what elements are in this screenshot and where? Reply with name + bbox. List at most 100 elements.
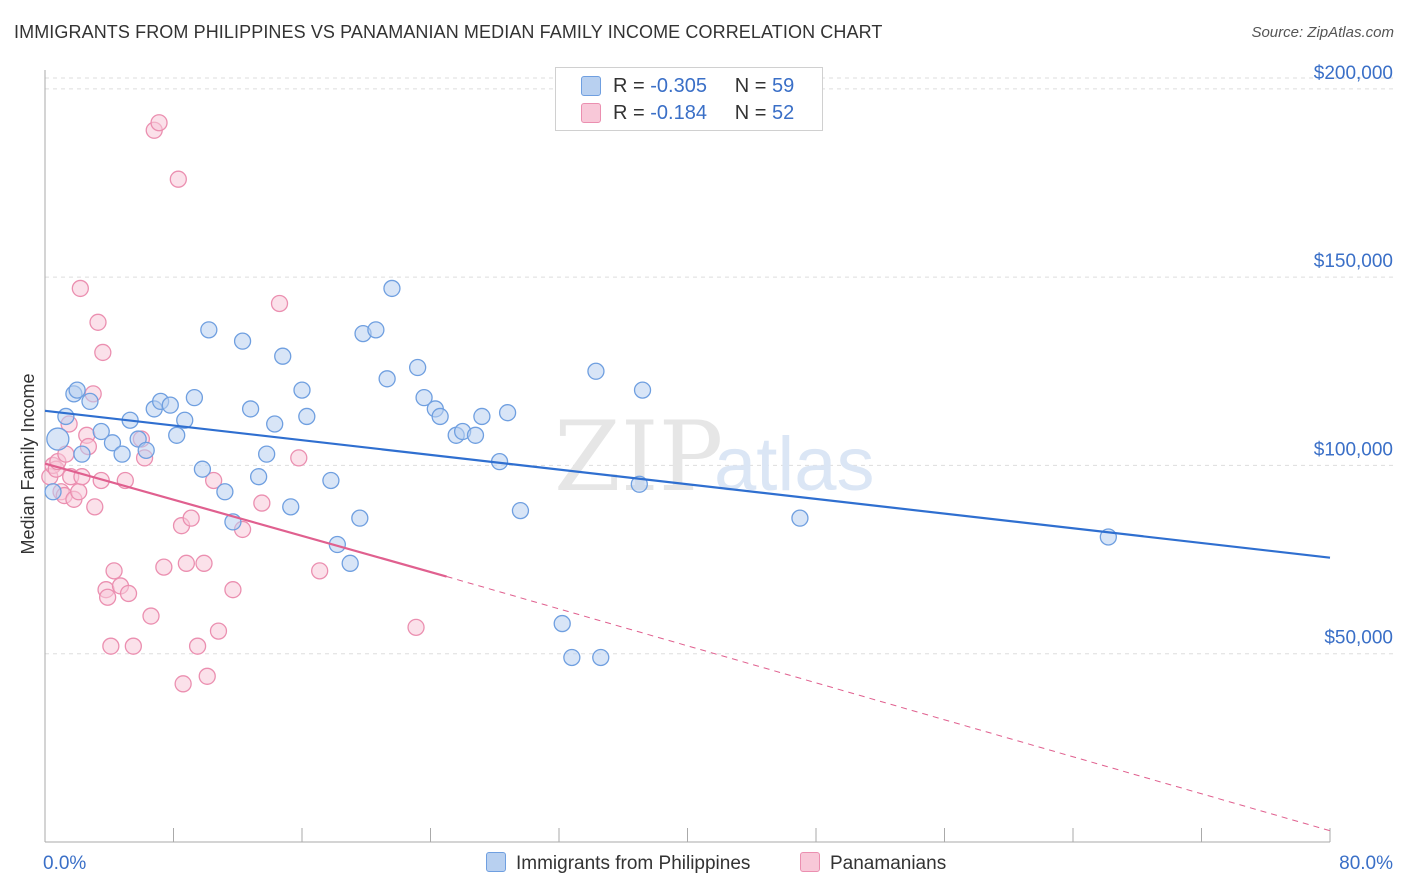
philippines-point [161, 396, 179, 414]
philippines-point [44, 483, 62, 501]
philippines-point [274, 347, 292, 365]
philippines-trend-line [44, 409, 1331, 559]
legend-label-philippines: Immigrants from Philippines [516, 853, 751, 874]
philippines-point [466, 426, 485, 444]
philippines-point [193, 460, 212, 478]
philippines-point [498, 404, 517, 422]
philippines-point [282, 498, 300, 516]
philippines-point [185, 388, 204, 407]
panamanian-trend-line [44, 462, 447, 578]
panamanian-point [169, 170, 187, 188]
x-tick-label: 0.0% [43, 853, 86, 874]
panamanian-point [73, 468, 91, 486]
panamanian-point [155, 558, 173, 576]
philippines-point [73, 445, 91, 463]
philippines-point [563, 648, 581, 667]
r-value: -0.305 [650, 75, 707, 97]
y-tick-label: $100,000 [1314, 439, 1393, 460]
watermark-zip: ZIP [554, 401, 723, 513]
philippines-point [431, 407, 449, 426]
n-label: N = [734, 75, 767, 97]
panamanian-point [270, 294, 289, 313]
philippines-point [293, 381, 311, 399]
philippines-point [266, 415, 284, 433]
r-value: -0.184 [650, 102, 707, 124]
legend-item-panamanians: Panamanians [800, 852, 946, 875]
philippines-point [113, 445, 131, 463]
legend-label-panamanians: Panamanians [830, 853, 947, 874]
panamanian-point [150, 114, 168, 132]
philippines-point [233, 332, 252, 350]
watermark-atlas: atlas [714, 422, 875, 507]
philippines-point [791, 509, 809, 527]
philippines-point [241, 400, 260, 418]
panamanian-point [195, 554, 213, 572]
panamanian-point [124, 637, 142, 655]
y-tick-label: $50,000 [1324, 628, 1393, 649]
panamanian-point [290, 449, 308, 467]
n-label: N = [734, 102, 767, 124]
y-tick-label: $150,000 [1314, 251, 1393, 272]
x-tick-label: 80.0% [1339, 853, 1393, 874]
philippines-point [46, 427, 70, 451]
philippines-swatch [581, 76, 601, 96]
n-value: 59 [772, 75, 795, 97]
y-tick-label: $200,000 [1314, 63, 1393, 84]
panamanian-point [105, 562, 123, 580]
panamanian-point [205, 471, 223, 490]
philippines-point [367, 321, 385, 339]
panamanian-point [142, 607, 160, 625]
panamanian-point [311, 562, 329, 580]
panamanian-point [89, 313, 107, 331]
philippines-point [249, 468, 268, 486]
philippines-point [408, 358, 427, 377]
philippines-point [633, 381, 652, 399]
panamanian-point [224, 581, 242, 599]
panamanian-point [407, 618, 425, 636]
chart-title: IMMIGRANTS FROM PHILIPPINES VS PANAMANIA… [14, 22, 883, 42]
philippines-point [103, 434, 122, 452]
panamanian-point [188, 637, 207, 655]
philippines-point [511, 501, 530, 520]
panamanians-legend-swatch [800, 852, 820, 872]
philippines-point [68, 381, 86, 399]
panamanian-point [102, 637, 120, 655]
panamanian-point [198, 667, 216, 685]
philippines-point [258, 445, 276, 463]
panamanian-point [86, 498, 104, 516]
philippines-point [92, 422, 110, 441]
panamanians-swatch [581, 103, 601, 123]
panamanian-point [177, 554, 196, 572]
philippines-point [216, 483, 234, 501]
philippines-point [383, 279, 401, 298]
panamanian-point [119, 584, 138, 603]
philippines-point [200, 321, 218, 339]
philippines-point [587, 362, 605, 380]
philippines-point [341, 554, 359, 572]
philippines-point [57, 407, 75, 426]
r-label: R = [613, 102, 645, 124]
philippines-point [298, 407, 316, 426]
stats-legend: R = -0.305 N = 59 R = -0.184 N = 52 [555, 67, 823, 131]
philippines-point [473, 407, 491, 426]
philippines-legend-swatch [486, 852, 506, 872]
legend-item-philippines: Immigrants from Philippines [486, 852, 750, 875]
philippines-point [322, 471, 340, 490]
philippines-point [137, 441, 155, 460]
philippines-point [378, 370, 396, 388]
source-note: Source: ZipAtlas.com [1251, 24, 1394, 41]
panamanian-point [94, 343, 112, 362]
philippines-point [592, 648, 610, 667]
panamanian-point [182, 509, 200, 527]
y-axis-label: Median Family Income [18, 373, 38, 554]
r-label: R = [613, 75, 645, 97]
philippines-point [415, 388, 433, 407]
panamanian-point [253, 494, 271, 512]
panamanian-point [71, 279, 89, 298]
philippines-point [553, 614, 571, 633]
philippines-point [351, 509, 369, 527]
panamanian-trend-extension [446, 576, 1331, 832]
n-value: 52 [772, 102, 795, 124]
panamanian-point [70, 483, 88, 501]
